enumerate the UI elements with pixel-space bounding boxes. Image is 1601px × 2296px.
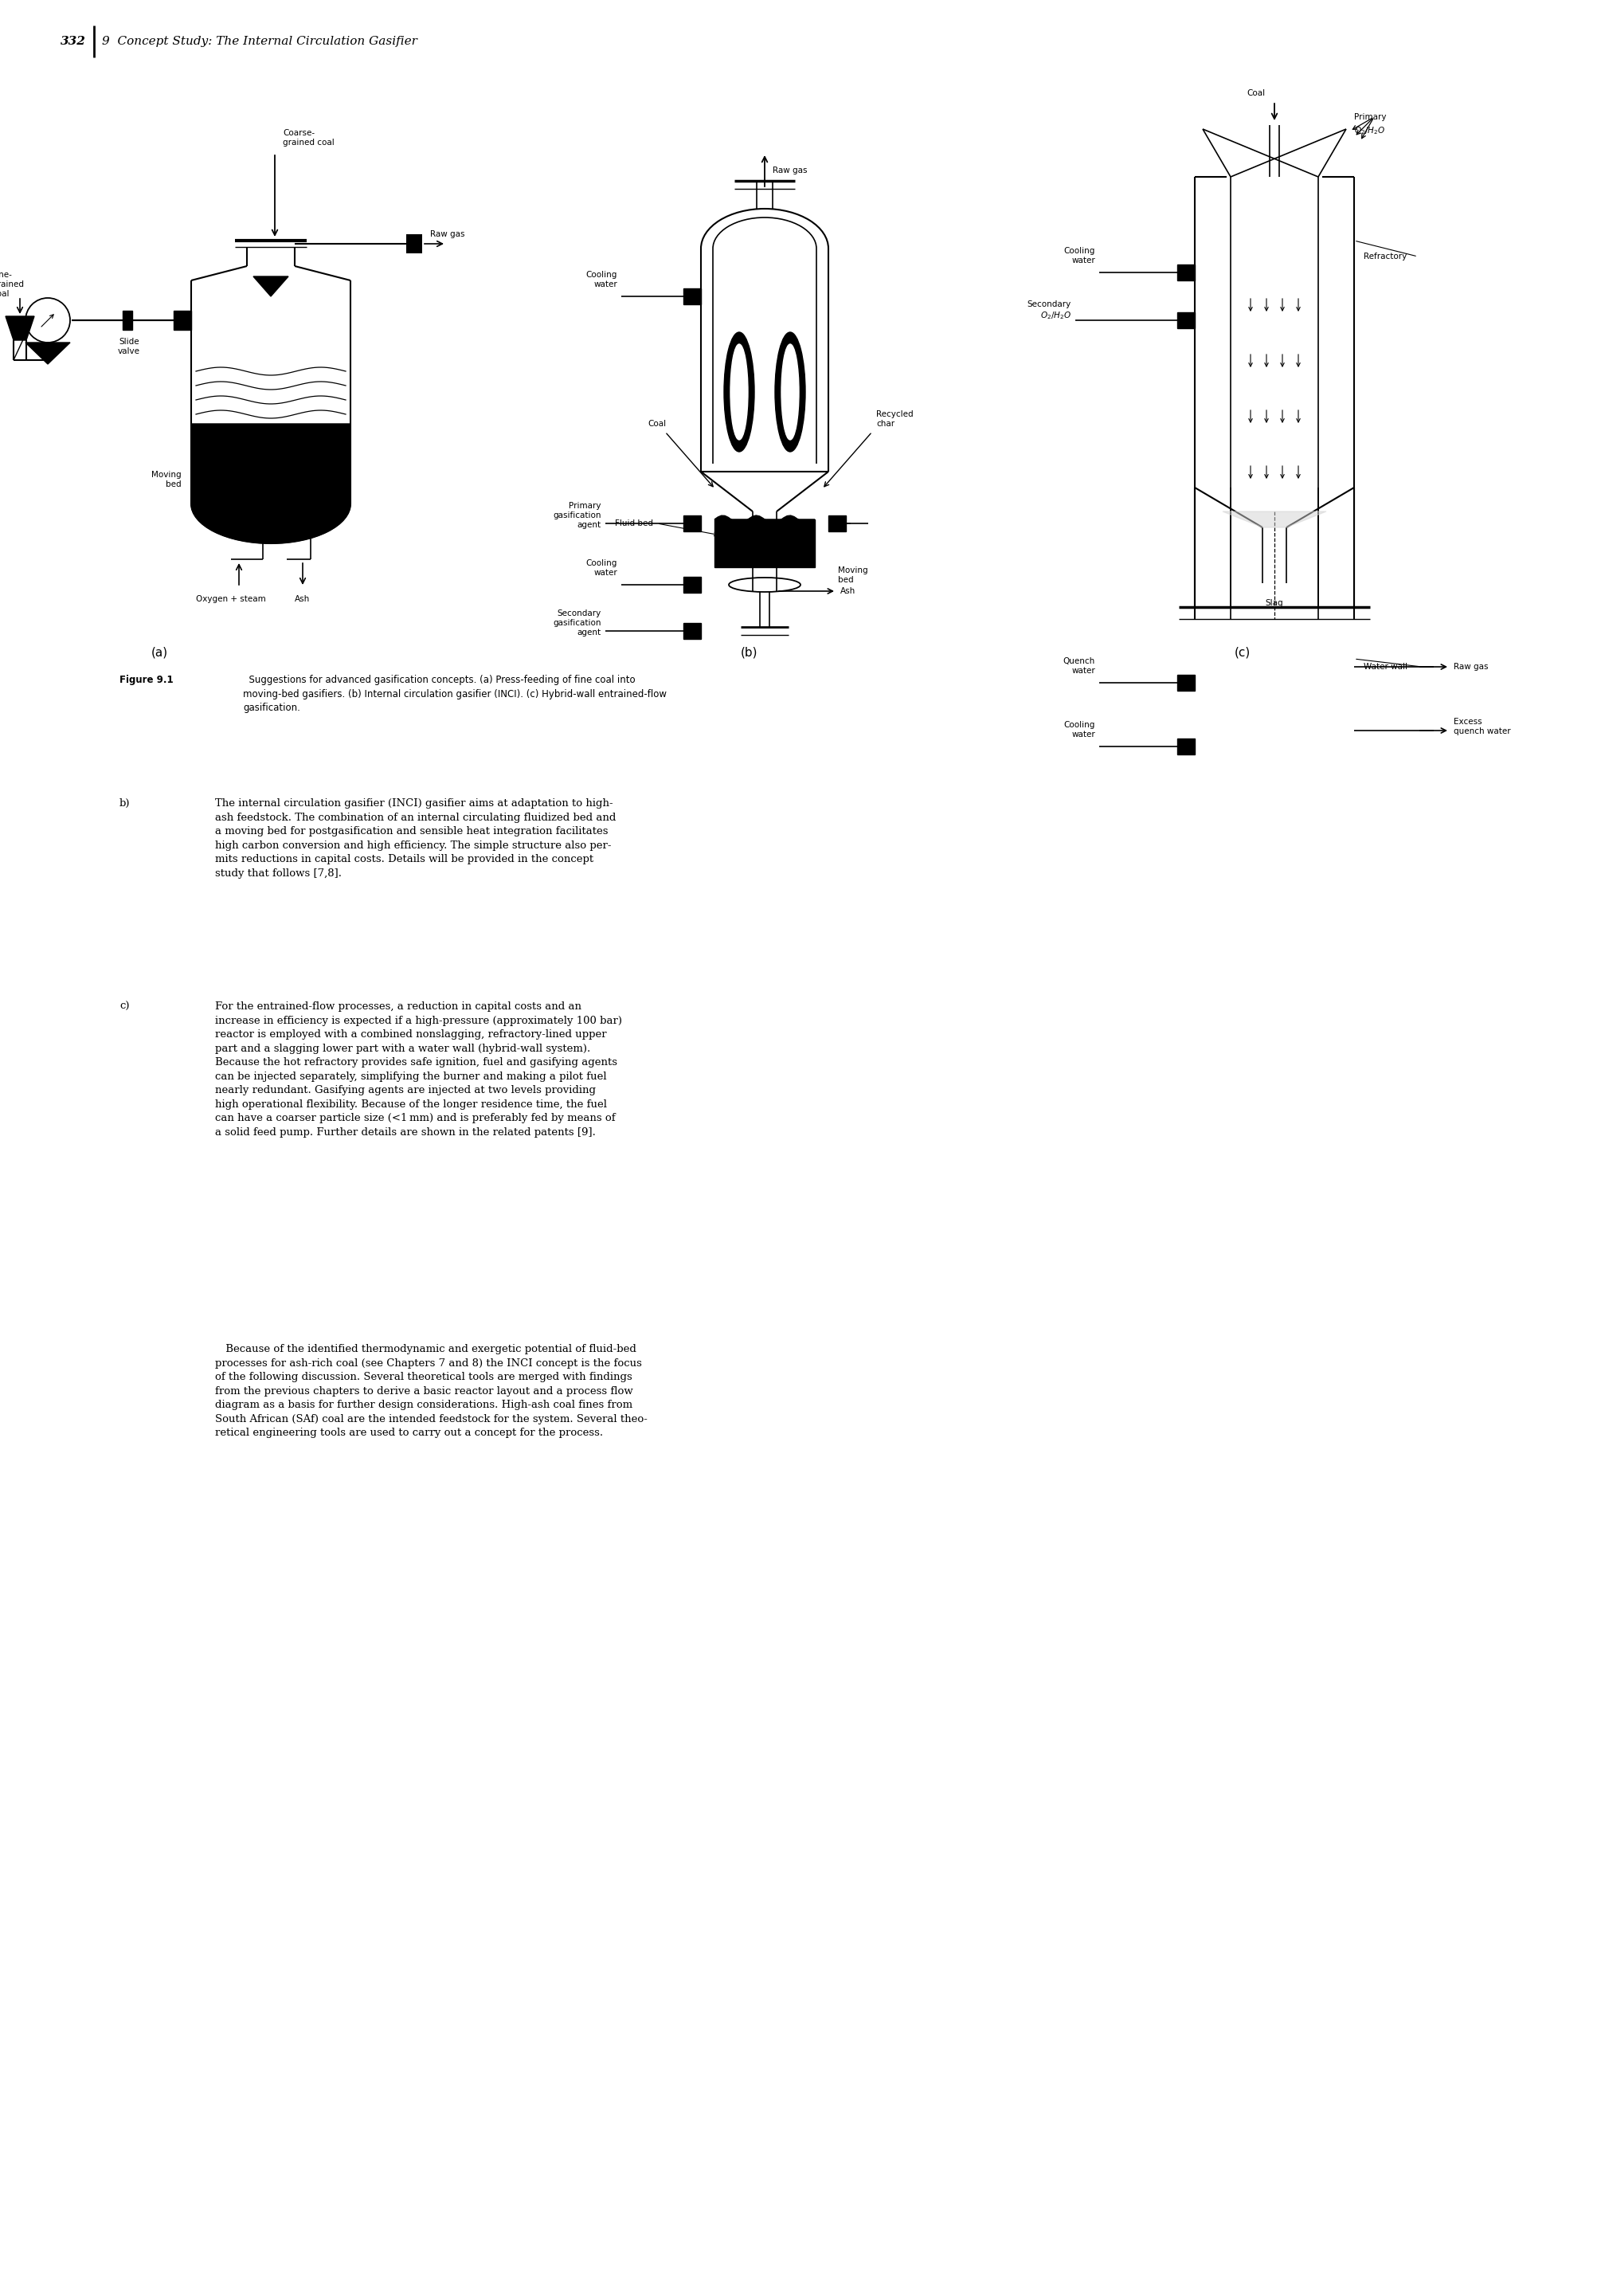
Ellipse shape xyxy=(775,333,805,452)
Ellipse shape xyxy=(730,344,748,441)
Text: Slide
valve: Slide valve xyxy=(118,338,141,356)
Text: Coal: Coal xyxy=(648,420,666,427)
Text: Cooling
water: Cooling water xyxy=(1063,248,1095,264)
Text: c): c) xyxy=(120,1001,130,1013)
Text: (c): (c) xyxy=(1234,647,1250,659)
Text: For the entrained-flow processes, a reduction in capital costs and an
increase i: For the entrained-flow processes, a redu… xyxy=(215,1001,623,1137)
Text: Coal: Coal xyxy=(1247,90,1265,96)
Bar xyxy=(1177,675,1194,691)
Bar xyxy=(407,234,423,253)
Text: (b): (b) xyxy=(741,647,757,659)
Text: Water wall: Water wall xyxy=(1364,664,1407,670)
Text: Ash: Ash xyxy=(295,595,311,604)
Text: Raw gas: Raw gas xyxy=(431,230,464,239)
Text: Ash: Ash xyxy=(841,588,855,595)
Bar xyxy=(1177,739,1194,755)
Text: (a): (a) xyxy=(152,647,168,659)
Polygon shape xyxy=(191,425,351,544)
Polygon shape xyxy=(5,317,34,340)
Text: b): b) xyxy=(120,799,130,808)
Text: Raw gas: Raw gas xyxy=(1454,664,1489,670)
Text: Coarse-
grained coal: Coarse- grained coal xyxy=(283,129,335,147)
Text: Suggestions for advanced gasification concepts. (a) Press-feeding of fine coal i: Suggestions for advanced gasification co… xyxy=(243,675,666,714)
Text: Recycled
char: Recycled char xyxy=(876,411,913,427)
Ellipse shape xyxy=(781,344,799,441)
Text: Quench
water: Quench water xyxy=(1063,657,1095,675)
Bar xyxy=(684,576,701,592)
Text: Because of the identified thermodynamic and exergetic potential of fluid-bed
pro: Because of the identified thermodynamic … xyxy=(215,1343,647,1437)
Bar xyxy=(1177,312,1194,328)
Text: Fluid bed: Fluid bed xyxy=(615,519,653,528)
Text: Moving
bed: Moving bed xyxy=(837,567,868,583)
Text: Raw gas: Raw gas xyxy=(773,168,807,174)
Bar xyxy=(828,514,845,530)
Polygon shape xyxy=(714,519,815,567)
Text: Excess
quench water: Excess quench water xyxy=(1454,719,1511,735)
Bar xyxy=(684,622,701,638)
Text: Secondary
$O_2/H_2O$: Secondary $O_2/H_2O$ xyxy=(1028,301,1071,321)
Text: Primary
gasification
agent: Primary gasification agent xyxy=(554,503,602,528)
Ellipse shape xyxy=(724,333,754,452)
Text: 332: 332 xyxy=(61,37,86,46)
Bar xyxy=(684,514,701,530)
Bar xyxy=(123,310,133,331)
Text: Cooling
water: Cooling water xyxy=(586,560,618,576)
Text: Primary: Primary xyxy=(1354,113,1386,122)
Text: Fine-
grained
coal: Fine- grained coal xyxy=(0,271,24,298)
Polygon shape xyxy=(1223,512,1326,528)
Text: Figure 9.1: Figure 9.1 xyxy=(120,675,173,684)
Polygon shape xyxy=(714,514,815,523)
Text: Cooling
water: Cooling water xyxy=(1063,721,1095,739)
Text: Slag: Slag xyxy=(1265,599,1284,606)
Text: Refractory: Refractory xyxy=(1364,253,1407,259)
Text: Cooling
water: Cooling water xyxy=(586,271,618,289)
Text: 9  Concept Study: The Internal Circulation Gasifier: 9 Concept Study: The Internal Circulatio… xyxy=(102,37,418,46)
Polygon shape xyxy=(253,276,288,296)
Bar xyxy=(173,310,191,331)
Bar xyxy=(684,289,701,305)
Polygon shape xyxy=(26,342,70,365)
Text: Oxygen + steam: Oxygen + steam xyxy=(195,595,266,604)
Bar xyxy=(1177,264,1194,280)
Text: $O_2/H_2O$: $O_2/H_2O$ xyxy=(1354,126,1385,135)
Text: Secondary
gasification
agent: Secondary gasification agent xyxy=(554,611,602,636)
Text: The internal circulation gasifier (INCI) gasifier aims at adaptation to high-
as: The internal circulation gasifier (INCI)… xyxy=(215,799,616,879)
Text: Moving
bed: Moving bed xyxy=(152,471,181,489)
